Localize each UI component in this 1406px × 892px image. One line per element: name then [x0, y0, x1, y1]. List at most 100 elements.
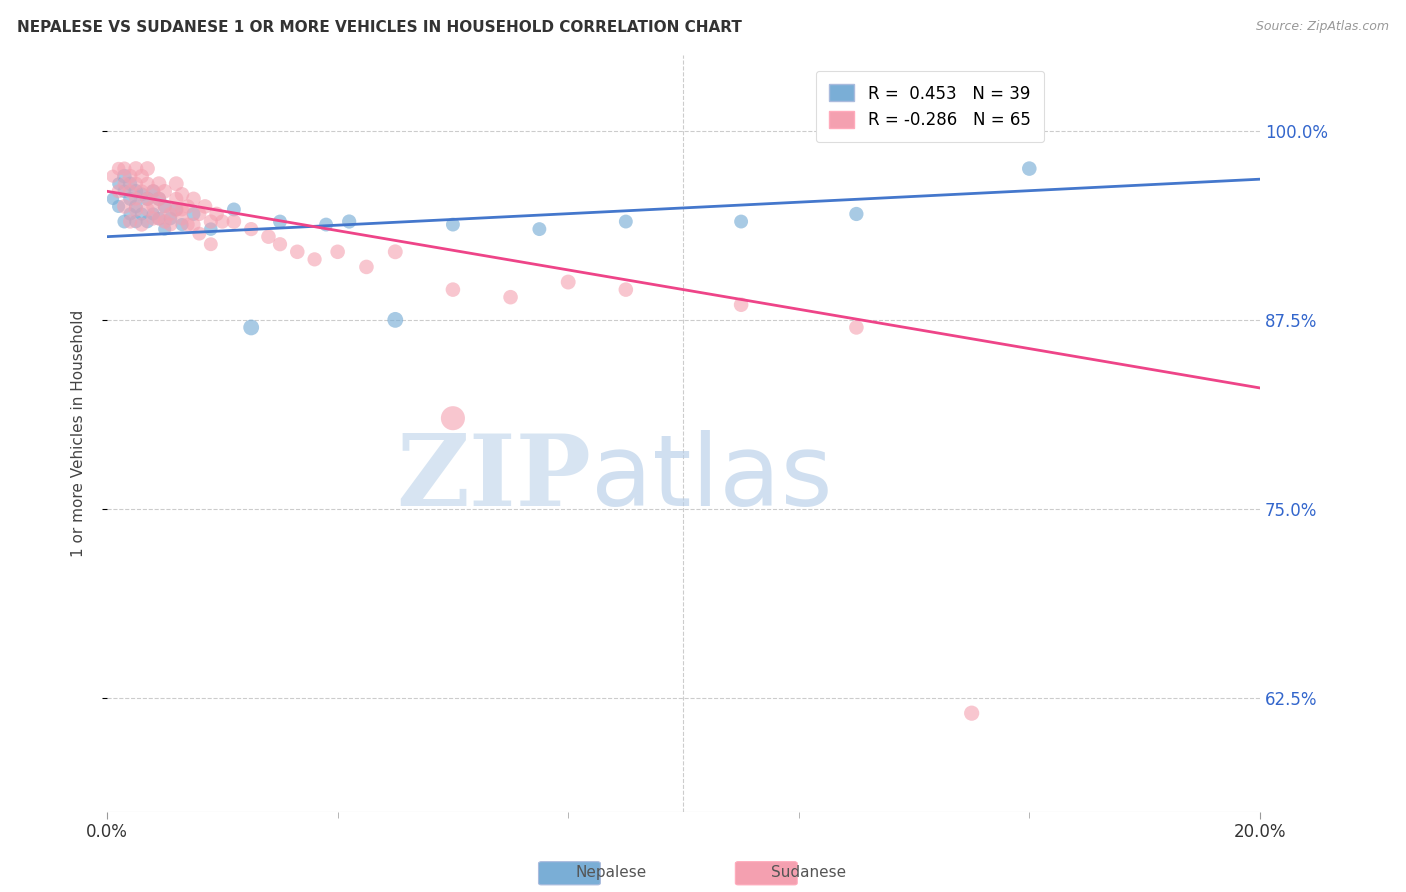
Point [153, 222, 176, 236]
Point [384, 313, 406, 327]
Point [183, 218, 205, 232]
Point [441, 283, 464, 297]
Point [1018, 161, 1040, 176]
Point [188, 227, 211, 241]
Point [125, 214, 148, 228]
Point [269, 237, 291, 252]
Point [205, 207, 228, 221]
Point [142, 184, 165, 198]
Point [730, 214, 752, 228]
Point [120, 192, 142, 206]
Point [165, 202, 187, 217]
Point [125, 184, 148, 198]
Point [107, 161, 129, 176]
Point [120, 177, 142, 191]
Point [285, 244, 308, 259]
Point [170, 202, 193, 217]
Point [136, 202, 159, 217]
Point [529, 222, 551, 236]
Point [188, 207, 211, 221]
Point [159, 218, 181, 232]
Point [112, 177, 135, 191]
Point [125, 177, 148, 191]
Point [142, 184, 165, 198]
Point [153, 184, 176, 198]
Point [148, 192, 170, 206]
Point [136, 214, 159, 228]
Point [960, 706, 983, 721]
Text: Source: ZipAtlas.com: Source: ZipAtlas.com [1256, 20, 1389, 33]
Point [136, 177, 159, 191]
Point [240, 222, 263, 236]
Point [222, 202, 245, 217]
Point [120, 214, 142, 228]
Text: NEPALESE VS SUDANESE 1 OR MORE VEHICLES IN HOUSEHOLD CORRELATION CHART: NEPALESE VS SUDANESE 1 OR MORE VEHICLES … [17, 20, 742, 35]
Point [120, 169, 142, 183]
Point [159, 207, 181, 221]
Point [194, 199, 217, 213]
Point [165, 202, 187, 217]
Point [112, 161, 135, 176]
Point [730, 298, 752, 312]
Point [148, 211, 170, 226]
Point [148, 211, 170, 226]
Point [304, 252, 326, 267]
Point [142, 199, 165, 213]
Point [159, 211, 181, 226]
Point [200, 214, 222, 228]
Point [101, 192, 124, 206]
Text: Sudanese: Sudanese [770, 865, 846, 880]
Text: atlas: atlas [592, 430, 832, 527]
Point [200, 237, 222, 252]
Point [107, 199, 129, 213]
Point [120, 207, 142, 221]
Point [125, 192, 148, 206]
Point [153, 199, 176, 213]
Point [337, 214, 360, 228]
Point [441, 411, 464, 425]
Text: Nepalese: Nepalese [576, 865, 647, 880]
Point [112, 169, 135, 183]
Point [112, 184, 135, 198]
Legend: R =  0.453   N = 39, R = -0.286   N = 65: R = 0.453 N = 39, R = -0.286 N = 65 [815, 71, 1045, 143]
Text: ZIP: ZIP [396, 430, 592, 527]
Point [165, 192, 187, 206]
Point [170, 218, 193, 232]
Point [269, 214, 291, 228]
Point [131, 218, 153, 232]
Point [107, 184, 129, 198]
Point [315, 218, 337, 232]
Point [153, 214, 176, 228]
Point [326, 244, 349, 259]
Point [165, 177, 187, 191]
Point [211, 214, 233, 228]
Point [845, 207, 868, 221]
Point [136, 192, 159, 206]
Point [142, 211, 165, 226]
Point [614, 283, 637, 297]
Point [101, 169, 124, 183]
Point [125, 161, 148, 176]
Point [131, 184, 153, 198]
Point [125, 199, 148, 213]
Point [136, 161, 159, 176]
Point [148, 177, 170, 191]
Point [148, 192, 170, 206]
Point [384, 244, 406, 259]
Point [257, 229, 280, 244]
Point [222, 214, 245, 228]
Point [200, 222, 222, 236]
Point [177, 218, 200, 232]
Point [240, 320, 263, 334]
Point [136, 192, 159, 206]
Point [441, 218, 464, 232]
Point [107, 177, 129, 191]
Point [112, 214, 135, 228]
Point [153, 199, 176, 213]
Point [125, 202, 148, 217]
Point [183, 207, 205, 221]
Y-axis label: 1 or more Vehicles in Household: 1 or more Vehicles in Household [72, 310, 86, 557]
Point [131, 169, 153, 183]
Point [614, 214, 637, 228]
Point [557, 275, 579, 289]
